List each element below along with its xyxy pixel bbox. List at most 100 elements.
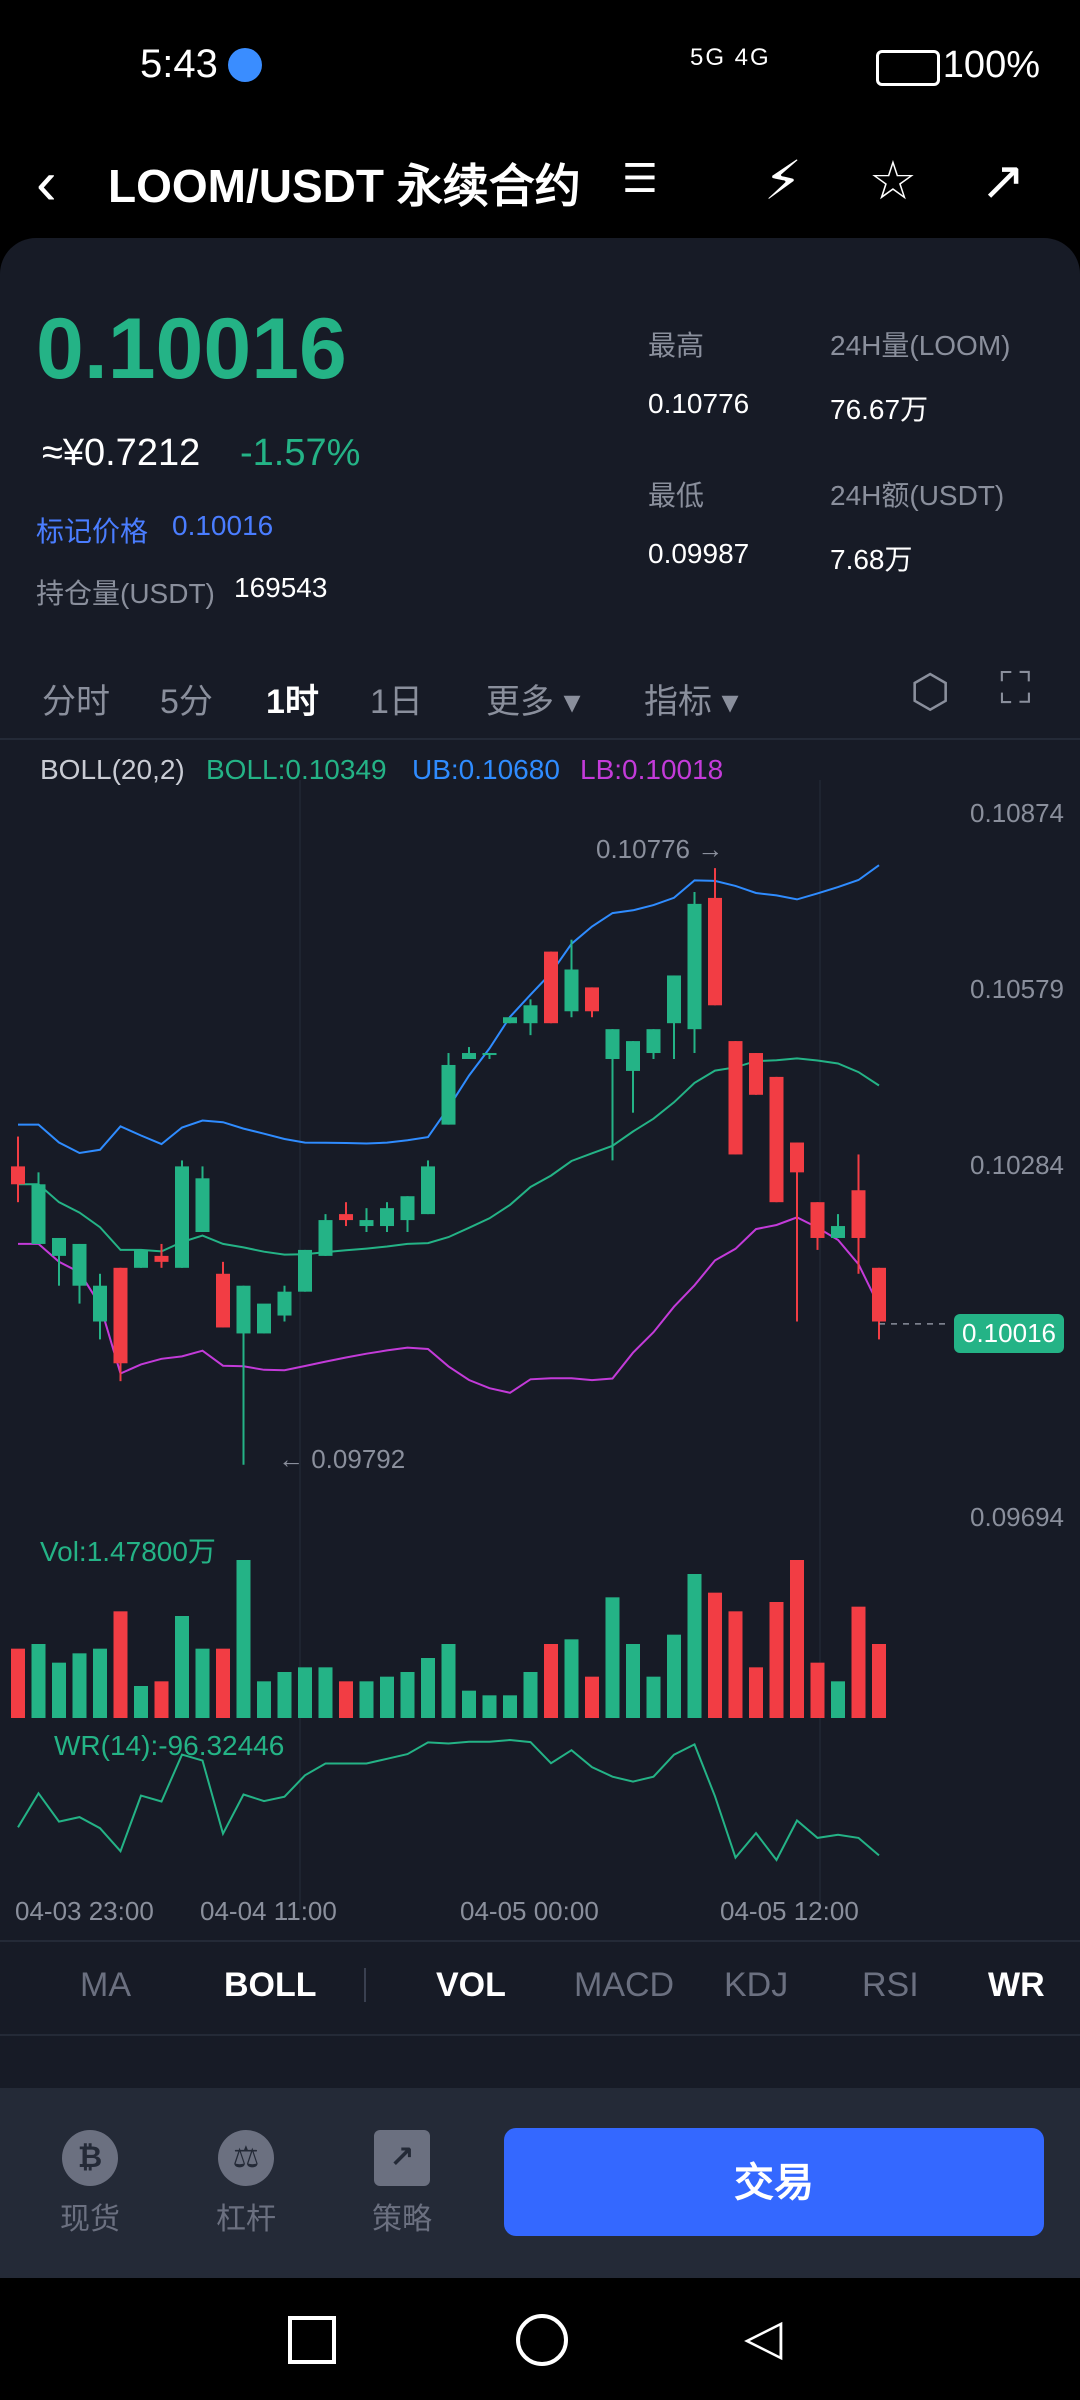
- candle-body: [605, 1029, 620, 1059]
- candle-body: [359, 1220, 374, 1227]
- tab-vol[interactable]: VOL: [436, 1966, 506, 2004]
- volume-bar: [380, 1676, 394, 1718]
- tab-more[interactable]: 更多 ▾: [486, 683, 581, 721]
- candle-body: [134, 1249, 148, 1268]
- tab-5m[interactable]: 5分: [160, 683, 213, 721]
- last-price: 0.10016: [36, 301, 347, 397]
- tab-ma[interactable]: MA: [80, 1966, 131, 2004]
- tab-more-label: 更多: [486, 683, 554, 721]
- candle-body: [195, 1178, 210, 1233]
- y-axis-label: 0.10579: [970, 974, 1064, 1004]
- candle-body: [523, 1005, 538, 1024]
- margin-label: 杠杆: [216, 2203, 276, 2236]
- volume-bar: [646, 1676, 661, 1718]
- back-icon[interactable]: ‹: [36, 149, 57, 218]
- alert-icon[interactable]: ⚡: [764, 151, 802, 211]
- candle-body: [585, 987, 599, 1012]
- volume-bar: [216, 1648, 230, 1718]
- tab-1d[interactable]: 1日: [370, 683, 423, 721]
- share-icon[interactable]: ↗: [980, 151, 1026, 211]
- boll-ub: UB:0.10680: [412, 754, 560, 785]
- x-axis-label: 04-04 11:00: [200, 1896, 337, 1926]
- candle-body: [31, 1184, 46, 1244]
- boll-lb: LB:0.10018: [580, 754, 724, 785]
- candle-body: [667, 975, 681, 1024]
- volume-bar: [749, 1667, 763, 1718]
- volume-bar: [236, 1560, 251, 1718]
- y-axis-label: 0.10284: [970, 1150, 1064, 1180]
- candle-body: [236, 1285, 251, 1334]
- bitcoin-icon: ₿: [62, 2130, 118, 2186]
- volume-bar: [790, 1560, 804, 1718]
- mark-price-label[interactable]: 标记价格: [36, 516, 149, 547]
- battery-icon: [876, 50, 940, 86]
- y-axis-label: 0.10874: [970, 798, 1064, 828]
- strategy-button[interactable]: ↗ 策略: [342, 2130, 462, 2238]
- volume-bar: [564, 1639, 579, 1718]
- volume-bar: [11, 1648, 25, 1718]
- volume-bar: [195, 1648, 210, 1718]
- volume-bar: [585, 1676, 599, 1718]
- candle-body: [380, 1208, 394, 1227]
- settings-icon[interactable]: ⬡: [910, 665, 951, 717]
- divider: [0, 2034, 1080, 2036]
- candle-body: [400, 1196, 415, 1221]
- spot-button[interactable]: ₿ 现货: [30, 2130, 150, 2238]
- volume-bar: [441, 1644, 456, 1718]
- tab-indicators[interactable]: 指标 ▾: [644, 683, 739, 721]
- x-axis-label: 04-03 23:00: [15, 1896, 154, 1926]
- volume-bar: [113, 1611, 128, 1718]
- candle-body: [11, 1166, 25, 1185]
- tab-timeshare[interactable]: 分时: [42, 683, 110, 721]
- volume-bar: [687, 1574, 702, 1718]
- y-axis-label: 0.09694: [970, 1502, 1064, 1532]
- network-icon: 5G 4G: [690, 44, 771, 71]
- cny-price: ≈¥0.7212: [42, 432, 201, 474]
- status-time: 5:43: [140, 42, 218, 86]
- mark-price-value: 0.10016: [172, 510, 274, 541]
- tab-wr[interactable]: WR: [988, 1966, 1045, 2004]
- volume-bar: [626, 1644, 640, 1718]
- volume-bar: [52, 1662, 66, 1718]
- volume-bar: [462, 1690, 476, 1718]
- tab-1h[interactable]: 1时: [266, 683, 319, 721]
- candle-body: [462, 1053, 476, 1059]
- candle-body: [851, 1190, 866, 1238]
- candle-body: [482, 1053, 497, 1056]
- boll-lower-line: [18, 1216, 880, 1394]
- low-value: 0.09987: [648, 538, 750, 569]
- menu-icon[interactable]: ☰: [622, 157, 658, 201]
- candle-body: [544, 951, 558, 1024]
- tab-macd[interactable]: MACD: [574, 1966, 675, 2004]
- volume-label: 24H量(LOOM): [830, 330, 1011, 361]
- volume-bar: [72, 1653, 87, 1718]
- recent-apps-icon[interactable]: [288, 2316, 336, 2364]
- candle-body: [503, 1017, 517, 1024]
- home-icon[interactable]: [516, 2314, 568, 2366]
- candle-body: [626, 1041, 640, 1071]
- candle-body: [72, 1243, 87, 1286]
- high-label: 最高: [648, 330, 705, 361]
- volume-bar: [523, 1672, 538, 1718]
- volume-bar: [93, 1648, 107, 1718]
- fullscreen-icon[interactable]: ⛶: [1000, 664, 1031, 713]
- margin-button[interactable]: ⚖ 杠杆: [186, 2130, 306, 2238]
- tab-kdj[interactable]: KDJ: [724, 1966, 789, 2004]
- candle-body: [113, 1267, 128, 1364]
- price-change: -1.57%: [240, 432, 361, 474]
- volume-bar: [277, 1672, 292, 1718]
- trade-button[interactable]: 交易: [504, 2128, 1044, 2236]
- boll-params: BOLL(20,2): [40, 754, 185, 785]
- candle-body: [257, 1303, 271, 1334]
- low-label: 最低: [648, 480, 705, 511]
- candle-body: [339, 1214, 353, 1221]
- price-chart[interactable]: 0.108740.105790.102840.099870.0969404-03…: [0, 780, 1080, 1930]
- candle-body: [52, 1237, 66, 1256]
- tab-rsi[interactable]: RSI: [862, 1966, 919, 2004]
- back-nav-icon[interactable]: ◁: [744, 2309, 783, 2365]
- page-title[interactable]: LOOM/USDT 永续合约: [108, 160, 581, 212]
- star-icon[interactable]: ☆: [868, 151, 918, 211]
- volume-bar: [605, 1597, 620, 1718]
- volume-bar: [503, 1695, 517, 1718]
- tab-boll[interactable]: BOLL: [224, 1966, 317, 2004]
